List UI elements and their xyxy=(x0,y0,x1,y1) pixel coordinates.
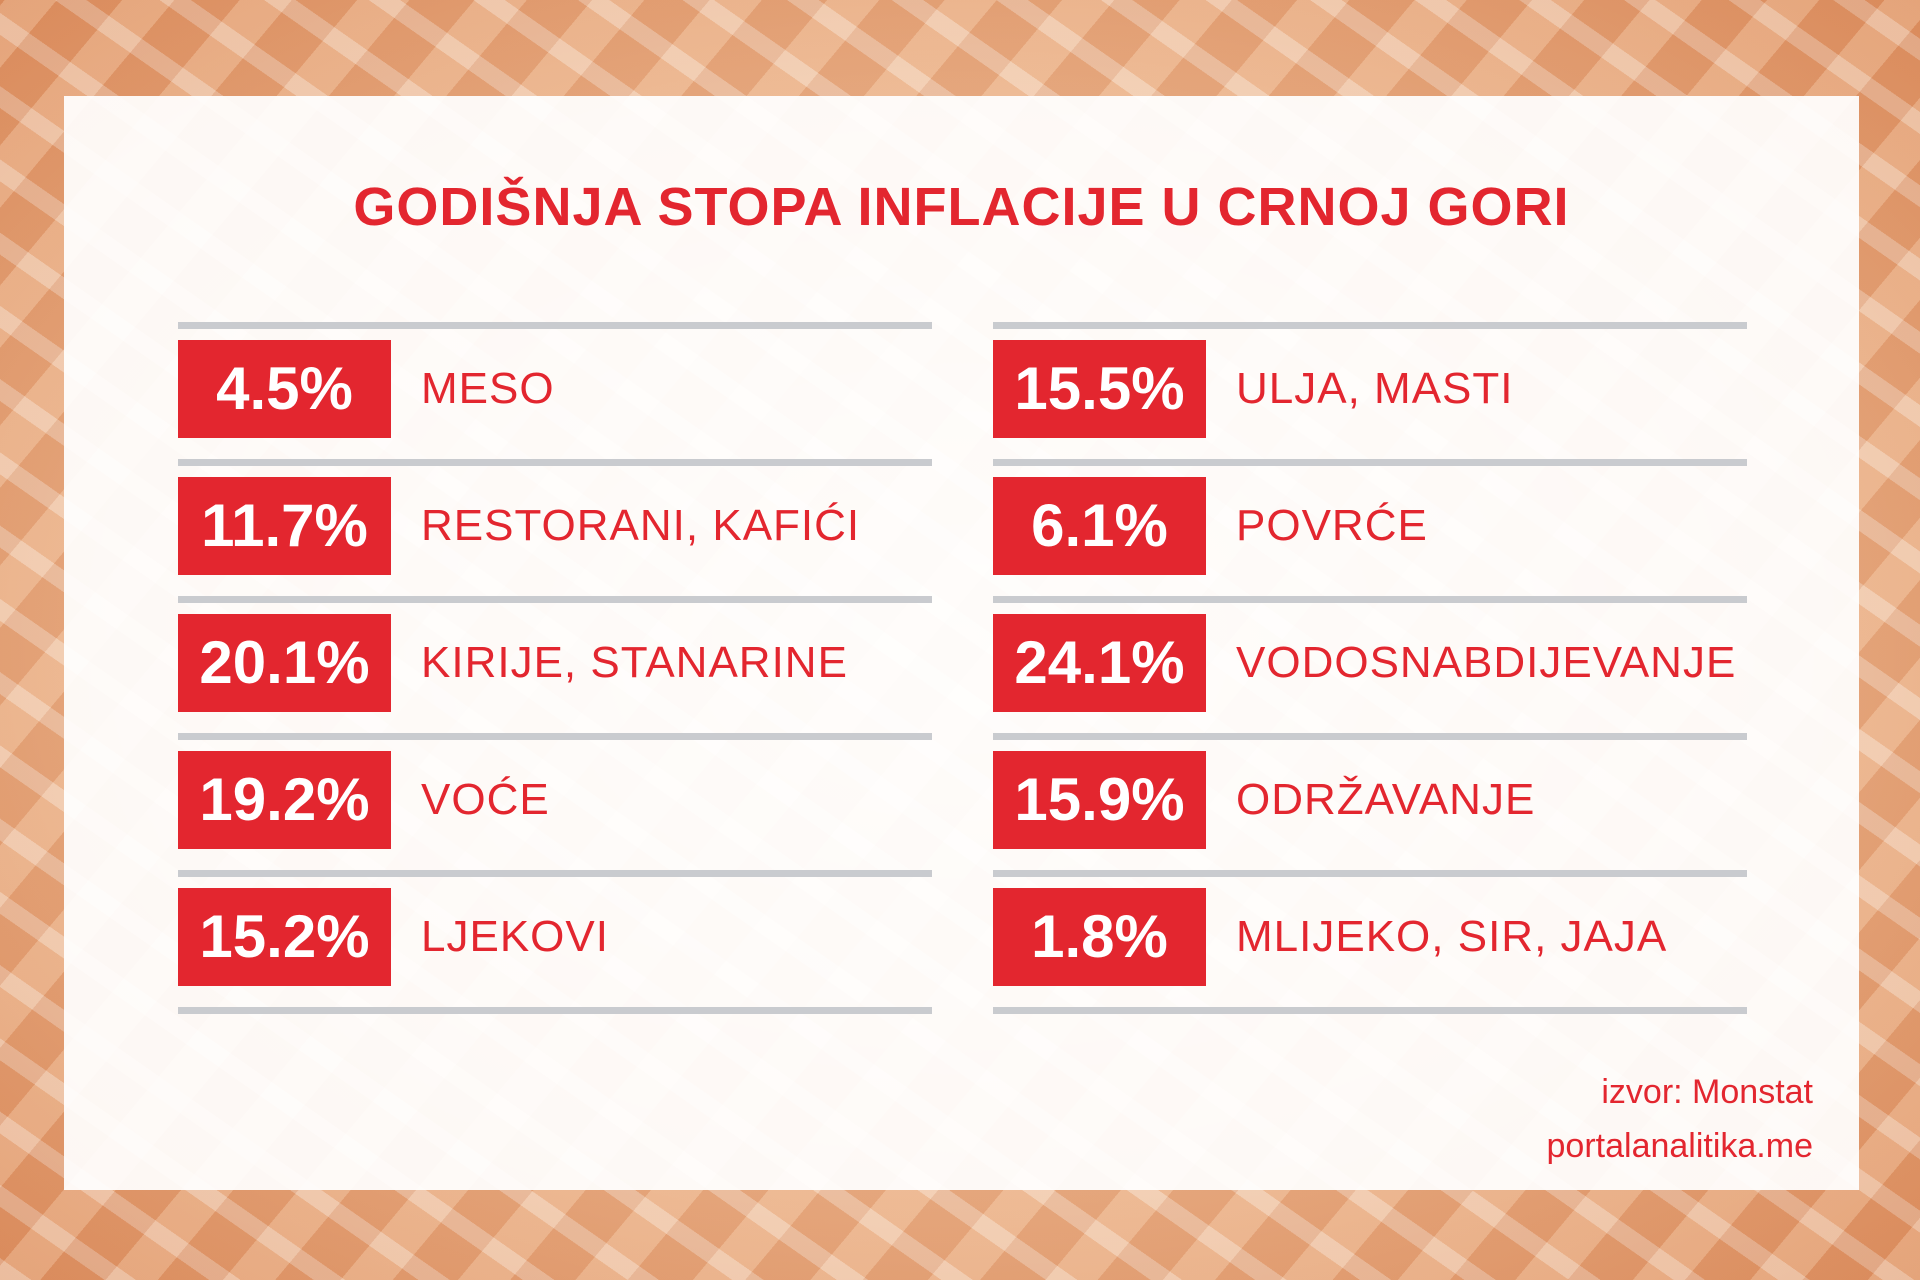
value-box: 15.2% xyxy=(178,888,391,986)
divider xyxy=(993,870,1747,877)
divider xyxy=(178,459,932,466)
value-box: 15.9% xyxy=(993,751,1206,849)
value-box: 6.1% xyxy=(993,477,1206,575)
value-box: 1.8% xyxy=(993,888,1206,986)
divider xyxy=(178,1007,932,1014)
item-label: LJEKOVI xyxy=(421,912,609,961)
divider xyxy=(993,322,1747,329)
item-label: MLIJEKO, SIR, JAJA xyxy=(1236,912,1668,961)
item-label: ULJA, MASTI xyxy=(1236,364,1514,413)
divider xyxy=(178,596,932,603)
source: izvor: Monstat xyxy=(1601,1073,1813,1111)
divider xyxy=(993,733,1747,740)
source: portalanalitika.me xyxy=(1546,1127,1813,1165)
item-label: RESTORANI, KAFIĆI xyxy=(421,501,861,550)
item-label: VOĆE xyxy=(421,775,550,824)
divider xyxy=(178,870,932,877)
divider xyxy=(993,459,1747,466)
panel: GODIŠNJA STOPA INFLACIJE U CRNOJ GORI iz… xyxy=(64,96,1859,1190)
item-label: VODOSNABDIJEVANJE xyxy=(1236,638,1737,687)
item-label: MESO xyxy=(421,364,555,413)
divider xyxy=(993,596,1747,603)
item-label: POVRĆE xyxy=(1236,501,1428,550)
item-label: ODRŽAVANJE xyxy=(1236,775,1536,824)
value-box: 15.5% xyxy=(993,340,1206,438)
value-box: 20.1% xyxy=(178,614,391,712)
value-box: 11.7% xyxy=(178,477,391,575)
divider xyxy=(993,1007,1747,1014)
item-label: KIRIJE, STANARINE xyxy=(421,638,848,687)
divider xyxy=(178,322,932,329)
divider xyxy=(178,733,932,740)
value-box: 24.1% xyxy=(993,614,1206,712)
value-box: 4.5% xyxy=(178,340,391,438)
title: GODIŠNJA STOPA INFLACIJE U CRNOJ GORI xyxy=(353,177,1570,237)
value-box: 19.2% xyxy=(178,751,391,849)
